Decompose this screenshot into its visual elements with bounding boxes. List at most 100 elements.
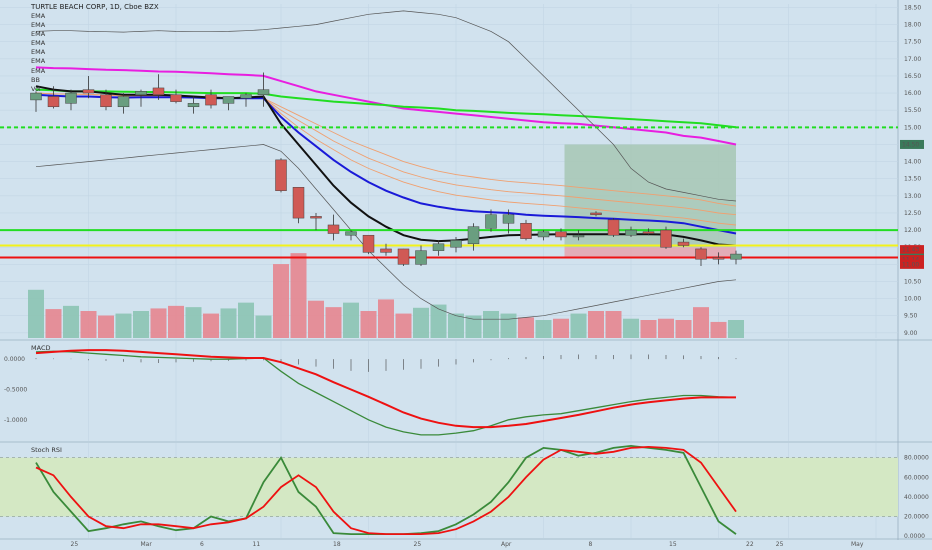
volume-bar	[378, 299, 394, 338]
volume-bar	[518, 317, 534, 338]
macd-axis-tick-label: -1.0000	[4, 417, 27, 424]
price-tag-bg	[900, 259, 924, 269]
volume-bar	[360, 311, 377, 338]
price-axis-tick-label: 15.00	[904, 124, 921, 131]
candle-body	[660, 229, 672, 248]
volume-bar	[658, 318, 674, 338]
candle-body	[730, 253, 742, 260]
volume-bar	[605, 311, 622, 338]
volume-bar	[98, 315, 114, 338]
indicator-legend-item: BB	[31, 75, 40, 84]
volume-bar	[343, 302, 359, 338]
volume-bar	[448, 313, 464, 338]
candle-body	[380, 248, 392, 253]
candle-body	[257, 89, 270, 96]
volume-bar	[150, 308, 167, 338]
volume-bar	[133, 311, 149, 338]
candle-body	[555, 231, 567, 238]
time-axis-tick-label: 11	[253, 541, 261, 548]
time-axis-tick-label: 15	[669, 541, 677, 548]
candle-body	[292, 187, 305, 219]
candle-body	[170, 94, 182, 102]
volume-bar	[640, 320, 657, 338]
volume-bar	[728, 320, 744, 338]
stoch-axis-tick-label: 0.0000	[904, 533, 925, 540]
macd-series-line	[35, 349, 736, 429]
candle-body	[327, 224, 340, 234]
time-axis-tick-label: 18	[333, 541, 341, 548]
price-tag-label: 11.00	[902, 261, 919, 268]
candle-body	[397, 248, 410, 265]
time-axis-tick-label: 6	[200, 541, 204, 548]
volume-bar	[710, 321, 727, 338]
candle-body	[677, 241, 690, 246]
candle-body	[65, 92, 77, 104]
candle-body	[117, 96, 130, 108]
candle-body	[485, 214, 497, 229]
volume-bar	[693, 307, 709, 338]
volume-bar	[63, 305, 79, 338]
candle-body	[450, 240, 462, 248]
volume-bar	[203, 313, 219, 338]
volume-bar	[465, 315, 482, 338]
candle-body	[537, 231, 550, 238]
candle-body	[222, 96, 235, 104]
stoch-axis-tick-label: 20.0000	[904, 513, 929, 520]
candle-body	[187, 103, 200, 108]
time-axis-tick-label: 8	[589, 541, 593, 548]
candle-body	[205, 94, 217, 106]
price-tag-label: 11.43	[902, 247, 919, 254]
stoch-axis-tick-label: 80.0000	[904, 455, 929, 462]
price-tag-label: 14.50	[902, 141, 919, 148]
volume-bar	[238, 302, 254, 338]
time-axis-tick-label: May	[851, 541, 864, 548]
stoch-rsi-band	[0, 457, 898, 517]
candle-body	[30, 92, 42, 101]
candle-body	[152, 87, 165, 96]
price-axis-tick-label: 18.50	[904, 4, 921, 11]
time-axis-tick-label: Apr	[501, 541, 512, 548]
volume-bar	[28, 289, 44, 338]
price-axis-tick-label: 9.50	[904, 313, 918, 320]
indicator-legend-item: EMA	[31, 21, 46, 30]
indicator-legend-item: EMA	[31, 39, 46, 48]
candle-body	[415, 250, 427, 265]
indicator-legend-item: EMA	[31, 30, 46, 39]
ema-line	[35, 85, 737, 247]
indicator-legend-item: EMA	[31, 12, 46, 20]
volume-bar	[535, 320, 552, 338]
candle-body	[82, 89, 95, 94]
indicator-legend: EMA EMA EMA EMA EMA EMA EMA BB Vol	[31, 12, 45, 94]
ema-line	[35, 88, 737, 129]
price-axis-tick-label: 14.00	[904, 159, 921, 166]
stoch-axis-tick-label: 60.0000	[904, 474, 929, 481]
candle-body	[135, 91, 147, 96]
candle-body	[467, 226, 480, 245]
candle-body	[520, 222, 532, 239]
volume-bar	[500, 313, 517, 338]
volume-bar	[483, 311, 499, 338]
candle-body	[590, 212, 602, 215]
candle-body	[47, 96, 60, 108]
price-axis-tick-label: 12.00	[904, 227, 921, 234]
time-axis-tick-label: 25	[776, 541, 784, 548]
volume-bar	[185, 307, 202, 338]
candle-body	[310, 216, 322, 219]
price-axis-tick-label: 16.00	[904, 90, 921, 97]
candle-body	[572, 234, 585, 238]
time-axis-tick-label: 25	[71, 541, 79, 548]
price-tag-bg	[900, 255, 924, 265]
indicator-legend-item: Vol	[31, 84, 41, 93]
volume-bar	[273, 264, 289, 338]
volume-bar	[395, 313, 412, 338]
stoch-rsi-series-line	[35, 445, 737, 535]
volume-bar	[675, 320, 692, 338]
price-axis-tick-label: 10.50	[904, 278, 921, 285]
price-axis-tick-label: 17.50	[904, 39, 921, 46]
bollinger-band-line	[35, 144, 737, 320]
ema-line	[35, 93, 737, 235]
volume-bar	[588, 311, 604, 338]
price-axis-tick-label: 13.50	[904, 176, 921, 183]
price-axis-tick-label: 15.50	[904, 107, 921, 114]
